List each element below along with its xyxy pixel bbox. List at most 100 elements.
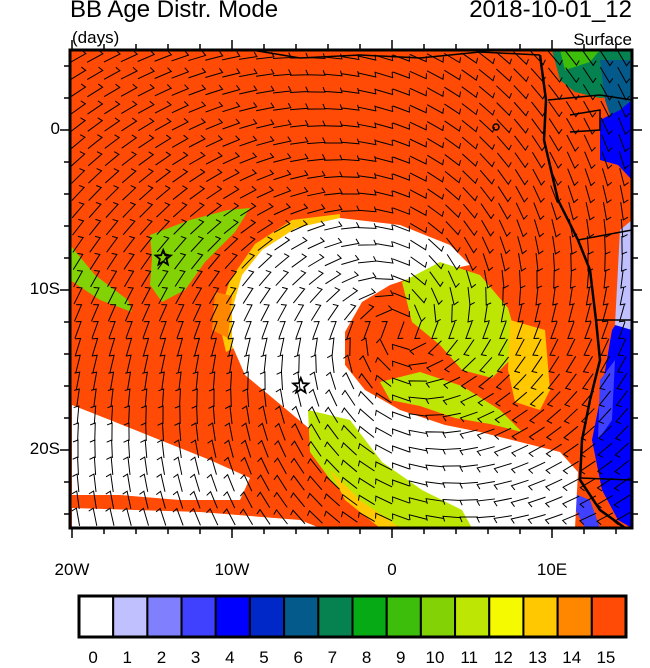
wind-barb: [359, 355, 372, 373]
wind-barb: [244, 337, 251, 356]
colorbar-swatch: [590, 595, 627, 638]
wind-barb: [374, 444, 393, 454]
wind-barb: [426, 121, 445, 132]
wind-barb: [391, 428, 410, 436]
age-field: [70, 50, 632, 528]
wind-barb: [138, 168, 154, 184]
wind-barb: [340, 222, 360, 230]
wind-barb: [222, 135, 241, 147]
wind-barb: [222, 101, 241, 113]
wind-barb: [375, 478, 393, 488]
wind-barb: [545, 426, 562, 441]
wind-barb: [257, 456, 270, 475]
wind-barb: [512, 391, 528, 407]
wind-barb: [515, 185, 529, 203]
wind-barb: [289, 103, 309, 111]
wind-barb: [190, 422, 199, 441]
wind-barb: [392, 190, 410, 198]
wind-barb: [499, 236, 511, 255]
wind-barb: [357, 223, 377, 229]
wind-barb: [497, 338, 508, 357]
wind-barb: [105, 473, 114, 492]
wind-barb: [616, 50, 631, 67]
wind-barb: [517, 304, 524, 323]
wind-barb: [546, 408, 562, 424]
wind-barb: [174, 252, 187, 270]
wind-barb: [459, 499, 479, 506]
wind-barb: [309, 371, 319, 390]
wind-barb: [476, 410, 495, 423]
wind-barb: [408, 380, 428, 387]
wind-barb: [323, 104, 343, 111]
wind-barb: [159, 321, 167, 339]
wind-barb: [87, 151, 103, 167]
wind-barb: [188, 67, 207, 79]
colorbar-label: 14: [562, 648, 582, 667]
wind-barb: [155, 490, 166, 509]
wind-barb: [72, 218, 85, 236]
colorbar-swatch: [556, 595, 593, 638]
wind-barb: [479, 169, 495, 185]
wind-barb: [72, 439, 79, 459]
wind-barb: [431, 321, 439, 339]
wind-barb: [358, 71, 377, 78]
wind-barb: [510, 444, 529, 457]
wind-barb: [444, 103, 462, 115]
wind-barb: [224, 422, 234, 441]
wind-barb: [277, 354, 284, 374]
wind-barb: [391, 462, 410, 470]
wind-barb: [242, 286, 254, 304]
wind-barb: [341, 87, 360, 94]
wind-barb: [527, 496, 546, 508]
wind-barb: [239, 51, 258, 60]
wind-barb: [210, 321, 218, 339]
wind-barb: [71, 201, 85, 219]
wind-barb: [276, 371, 284, 391]
wind-barb: [548, 356, 560, 374]
wind-barb: [137, 67, 156, 80]
wind-barb: [479, 153, 495, 168]
wind-barb: [615, 407, 629, 425]
wind-barb: [292, 270, 307, 286]
wind-barb: [123, 235, 136, 253]
wind-barb: [586, 269, 593, 289]
colorbar-swatch: [522, 595, 559, 638]
wind-barb: [307, 440, 322, 457]
wind-barb: [510, 479, 529, 491]
wind-barb: [205, 67, 224, 78]
wind-barb: [375, 173, 394, 180]
wind-barb: [222, 508, 236, 526]
wind-barb: [137, 100, 155, 114]
wind-barb: [137, 50, 156, 62]
wind-barb: [239, 85, 258, 95]
wind-barb: [618, 321, 626, 339]
wind-barb: [532, 168, 546, 186]
wind-barb: [261, 321, 269, 339]
wind-barb: [224, 236, 239, 252]
wind-barb: [392, 275, 410, 283]
wind-barb: [483, 270, 493, 289]
wind-barb: [584, 321, 592, 339]
wind-barb: [310, 354, 317, 374]
wind-barb: [307, 509, 323, 524]
wind-barb: [357, 477, 375, 489]
wind-barb: [549, 338, 559, 356]
wind-barb: [600, 100, 614, 118]
wind-barb: [223, 185, 240, 200]
wind-barb: [549, 151, 563, 169]
colorbar-label: 4: [225, 648, 235, 667]
wind-barb: [500, 253, 510, 272]
wind-barb: [239, 68, 258, 78]
colorbar-swatch: [180, 595, 217, 638]
wind-barb: [74, 304, 83, 322]
wind-barb: [442, 412, 461, 422]
wind-barb: [340, 459, 358, 473]
wind-barb: [357, 511, 376, 522]
wind-barb: [124, 405, 130, 425]
wind-barb: [615, 390, 628, 408]
wind-barb: [193, 321, 201, 339]
wind-barb: [154, 100, 172, 114]
wind-barbs: [70, 50, 631, 526]
wind-barb: [122, 185, 137, 201]
wind-barb: [619, 287, 626, 306]
